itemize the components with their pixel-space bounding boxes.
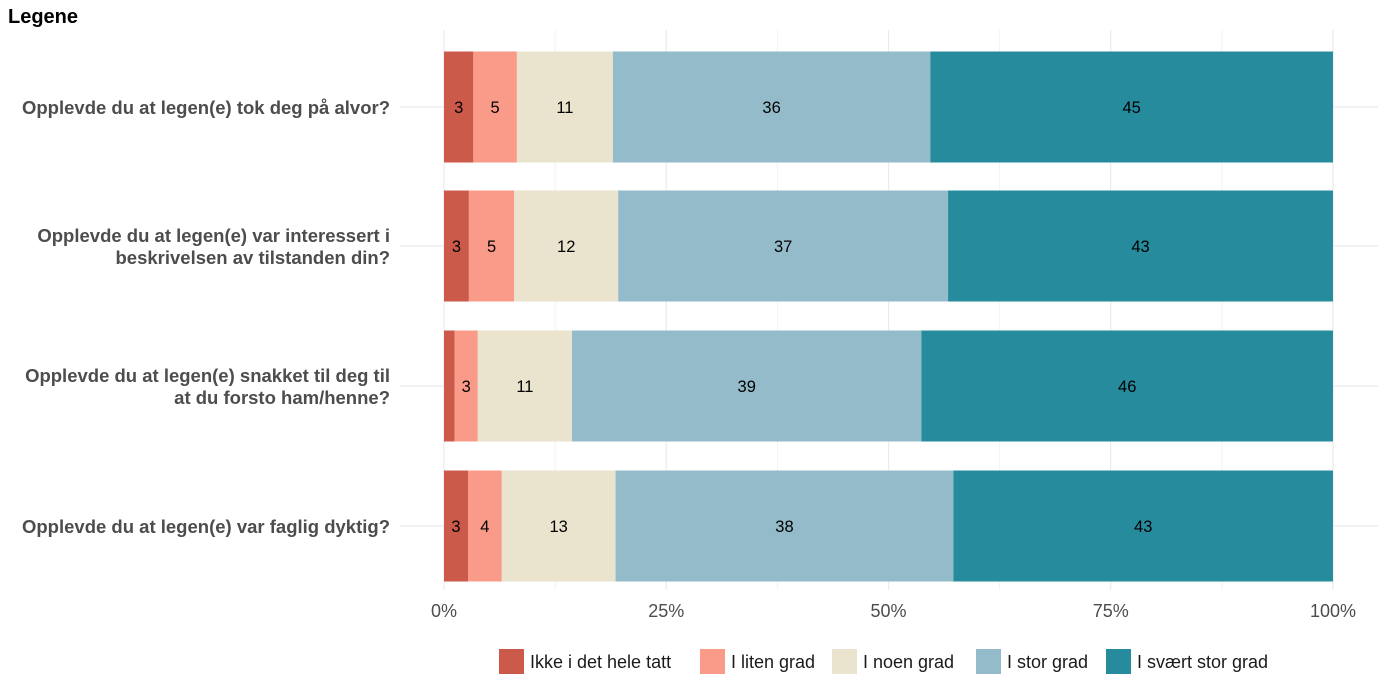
x-axis-ticks: 0% 25% 50% 75% 100% — [431, 601, 1356, 621]
segment-value-label: 11 — [516, 378, 533, 396]
legend-label: I noen grad — [863, 652, 954, 672]
segment-value-label: 46 — [1118, 378, 1136, 396]
segment-value-label: 12 — [557, 238, 575, 256]
legend-swatch — [832, 649, 857, 674]
x-tick-label: 25% — [648, 601, 684, 621]
bar-segment — [444, 190, 469, 302]
question-label: Opplevde du at legen(e) snakket til deg … — [25, 365, 390, 386]
x-tick-label: 75% — [1093, 601, 1129, 621]
segment-value-label: 11 — [556, 99, 573, 117]
bar-segment — [948, 190, 1333, 302]
bar-segment — [921, 330, 1333, 442]
segment-value-label: 36 — [762, 99, 780, 117]
chart-title: Legene — [8, 6, 79, 28]
legend-swatch — [499, 649, 524, 674]
bar-segment — [444, 470, 469, 582]
legend-swatch — [1106, 649, 1131, 674]
bar-segment — [444, 330, 455, 442]
legend: Ikke i det hele tatt I liten grad I noen g… — [499, 649, 1268, 674]
segment-value-label: 5 — [487, 238, 496, 256]
bar-segment — [444, 51, 474, 163]
segment-value-label: 43 — [1131, 238, 1149, 256]
bar-segment — [477, 330, 573, 442]
bar-segment — [473, 51, 517, 163]
legend-label: Ikke i det hele tatt — [530, 652, 671, 672]
legend-label: I svært stor grad — [1137, 652, 1268, 672]
bar-segment — [468, 190, 515, 302]
bar-segment — [953, 470, 1333, 582]
segment-value-label: 37 — [774, 238, 792, 256]
legend-swatch — [700, 649, 725, 674]
segment-value-label: 13 — [550, 518, 568, 536]
bar-segment — [468, 470, 502, 582]
bar-segment — [514, 190, 619, 302]
bar-segment — [930, 51, 1333, 163]
question-label: at du forsto ham/henne? — [174, 387, 390, 408]
legend-swatch — [976, 649, 1001, 674]
segment-value-label: 45 — [1122, 99, 1140, 117]
legend-label: I liten grad — [731, 652, 815, 672]
bar-segment — [516, 51, 613, 163]
bar-segment — [454, 330, 478, 442]
bar-segment — [615, 470, 954, 582]
segment-value-label: 3 — [454, 99, 463, 117]
question-labels: Opplevde du at legen(e) tok deg på alvor… — [22, 97, 390, 537]
segment-value-label: 3 — [452, 238, 461, 256]
question-label: Opplevde du at legen(e) tok deg på alvor… — [22, 97, 390, 118]
segment-value-label: 39 — [738, 378, 756, 396]
x-tick-label: 0% — [431, 601, 457, 621]
question-label: Opplevde du at legen(e) var faglig dykti… — [22, 516, 390, 537]
segment-value-label: 43 — [1134, 518, 1152, 536]
segment-value-label: 3 — [462, 378, 471, 396]
segment-value-label: 5 — [491, 99, 500, 117]
legend-label: I stor grad — [1007, 652, 1088, 672]
bars: 3 5 11 36 45 3 5 12 37 43 3 11 39 46 3 4 13 38 43 — [444, 51, 1333, 582]
x-tick-label: 50% — [870, 601, 906, 621]
bar-segment — [612, 51, 931, 163]
question-label: beskrivelsen av tilstanden din? — [115, 247, 390, 268]
segment-value-label: 38 — [775, 518, 793, 536]
question-label: Opplevde du at legen(e) var interessert … — [37, 225, 390, 246]
bar-segment — [572, 330, 922, 442]
x-tick-label: 100% — [1310, 601, 1356, 621]
segment-value-label: 4 — [480, 518, 489, 536]
segment-value-label: 3 — [451, 518, 460, 536]
bar-segment — [501, 470, 616, 582]
bar-segment — [618, 190, 949, 302]
